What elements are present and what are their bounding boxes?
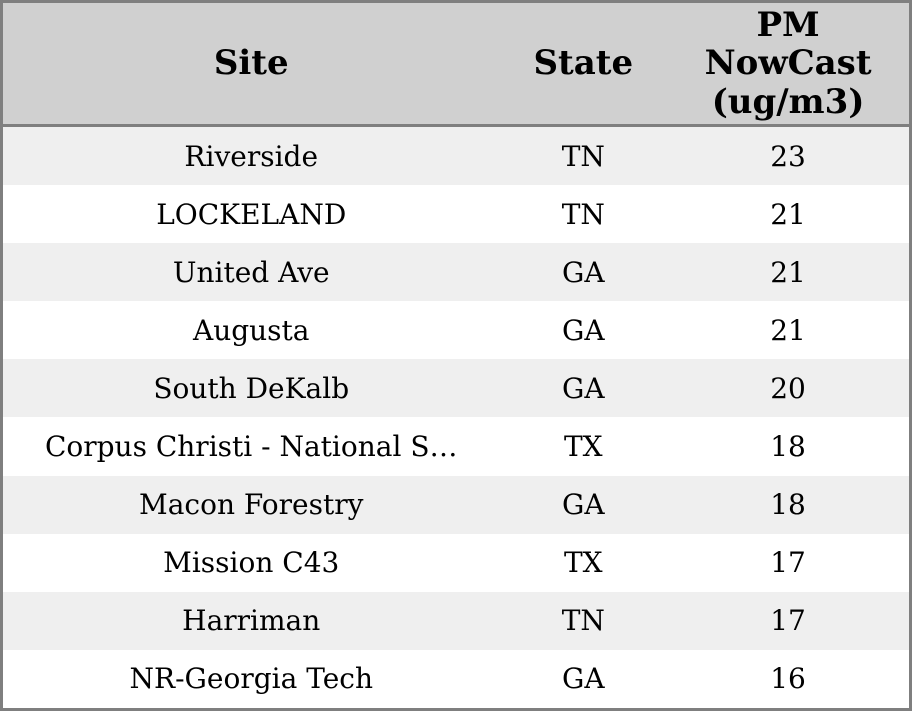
pm-cell: 17 [770,546,806,580]
site-cell: United Ave [172,255,330,289]
pm-cell: 21 [770,255,806,289]
column-header-pm-nowcast: PM NowCast (ug/m3) [667,3,909,127]
column-header-pm-nowcast-label: PM NowCast (ug/m3) [704,5,872,122]
table-row: NR-Georgia Tech GA 16 [3,649,909,708]
table-row: Harriman TN 17 [3,591,909,650]
pm-cell: 17 [770,604,806,638]
table-row: Mission C43 TX 17 [3,533,909,592]
header-row: Site State PM NowCast (ug/m3) [3,3,909,127]
state-cell: TN [561,139,605,173]
pm-cell: 20 [770,371,806,405]
pm-cell: 21 [770,313,806,347]
state-cell: GA [561,371,605,405]
table-row: United Ave GA 21 [3,243,909,302]
column-header-site: Site [3,3,500,127]
state-cell: TX [563,546,603,580]
state-cell: GA [561,488,605,522]
table-row: Riverside TN 23 [3,125,909,186]
table-row: LOCKELAND TN 21 [3,185,909,244]
table-header: Site State PM NowCast (ug/m3) [3,3,909,127]
site-cell: Macon Forestry [139,488,364,522]
state-cell: TX [563,430,603,464]
site-cell: Corpus Christi - National S… [44,430,458,464]
table-row: Corpus Christi - National S… TX 18 [3,417,909,476]
table-body: Riverside TN 23 LOCKELAND TN 21 United A… [3,125,909,708]
pm-nowcast-table: Site State PM NowCast (ug/m3) Riverside … [3,3,909,708]
pm-cell: 18 [770,488,806,522]
table-row: South DeKalb GA 20 [3,359,909,418]
state-cell: GA [561,255,605,289]
site-cell: NR-Georgia Tech [129,662,373,696]
pm-cell: 18 [770,430,806,464]
state-cell: GA [561,662,605,696]
pm-cell: 16 [770,662,806,696]
state-cell: GA [561,313,605,347]
state-cell: TN [561,604,605,638]
site-cell: Mission C43 [163,546,340,580]
site-cell: Riverside [184,139,319,173]
site-cell: Harriman [182,604,321,638]
table-row: Augusta GA 21 [3,301,909,360]
state-cell: TN [561,197,605,231]
column-header-state: State [499,3,668,127]
pm-cell: 23 [770,139,806,173]
pm-cell: 21 [770,197,806,231]
site-cell: Augusta [192,313,310,347]
site-cell: LOCKELAND [156,197,347,231]
site-cell: South DeKalb [153,371,350,405]
table-row: Macon Forestry GA 18 [3,475,909,534]
